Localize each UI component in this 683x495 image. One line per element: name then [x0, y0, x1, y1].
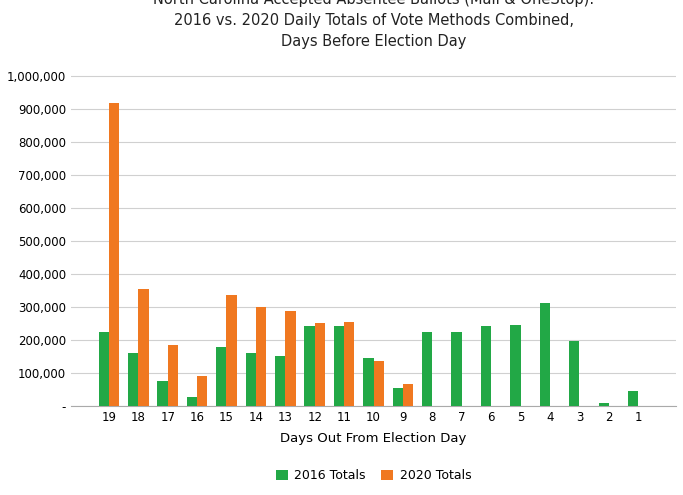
- Bar: [510, 325, 520, 406]
- Bar: [315, 323, 325, 406]
- Title: North Carolina Accepted Absentee Ballots (Mail & OneStop):
2016 vs. 2020 Daily T: North Carolina Accepted Absentee Ballots…: [153, 0, 594, 49]
- Bar: [275, 356, 285, 406]
- Bar: [167, 345, 178, 406]
- Bar: [451, 332, 462, 406]
- Bar: [128, 353, 138, 406]
- Bar: [403, 384, 413, 406]
- Bar: [344, 322, 354, 406]
- X-axis label: Days Out From Election Day: Days Out From Election Day: [280, 432, 466, 445]
- Bar: [393, 388, 403, 406]
- Bar: [98, 332, 109, 406]
- Bar: [217, 347, 227, 406]
- Bar: [481, 326, 491, 406]
- Bar: [374, 361, 384, 406]
- Bar: [109, 103, 119, 406]
- Bar: [285, 311, 296, 406]
- Legend: 2016 Totals, 2020 Totals: 2016 Totals, 2020 Totals: [270, 464, 476, 487]
- Bar: [227, 296, 237, 406]
- Bar: [186, 397, 197, 406]
- Bar: [598, 402, 609, 406]
- Bar: [197, 376, 208, 406]
- Bar: [138, 290, 149, 406]
- Bar: [246, 353, 256, 406]
- Bar: [256, 307, 266, 406]
- Bar: [540, 302, 550, 406]
- Bar: [334, 326, 344, 406]
- Bar: [157, 381, 167, 406]
- Bar: [363, 358, 374, 406]
- Bar: [569, 341, 579, 406]
- Bar: [628, 391, 638, 406]
- Bar: [305, 326, 315, 406]
- Bar: [422, 332, 432, 406]
